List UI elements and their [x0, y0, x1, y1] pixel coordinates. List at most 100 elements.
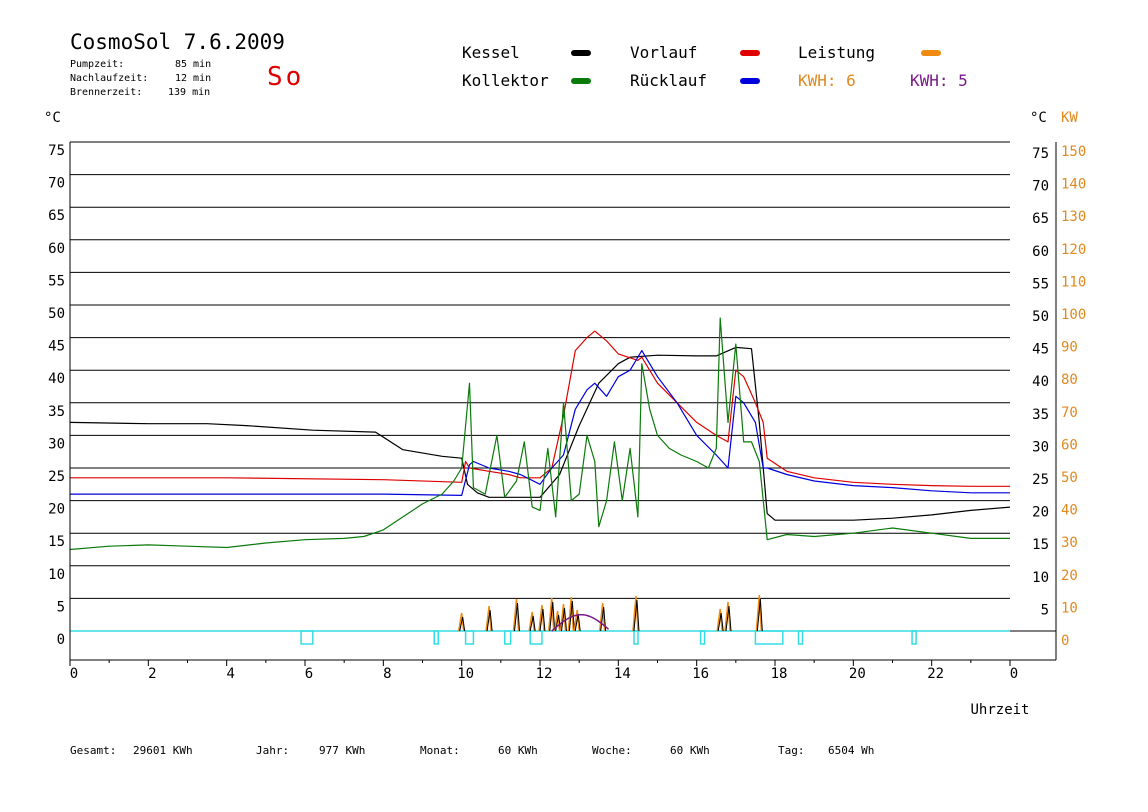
y-tick-left: 20: [48, 502, 65, 518]
footer-woche-value: 60 KWh: [670, 744, 710, 757]
footer-jahr-label: Jahr:: [256, 744, 290, 757]
x-tick-label: 0: [70, 666, 78, 682]
x-tick-label: 20: [849, 666, 866, 682]
y-tick-left: 0: [57, 632, 65, 648]
power-spike: [485, 605, 492, 632]
pump-interval: [300, 630, 314, 645]
power-spike-black: [568, 600, 575, 632]
power-spike-black: [486, 609, 493, 632]
y-tick-right-power: 70: [1061, 405, 1078, 421]
pump-interval: [529, 630, 543, 645]
power-spike: [567, 596, 575, 632]
legend-kwh-orange: KWH: 6: [798, 71, 856, 90]
legend-leistung-label: Leistung: [798, 43, 876, 62]
y-tick-left: 45: [48, 339, 65, 355]
power-spike: [755, 594, 763, 632]
pump-interval: [633, 630, 639, 645]
series-vorlauf: [70, 330, 1010, 487]
x-tick-label: 8: [383, 666, 391, 682]
series-kollektor: [69, 317, 1010, 551]
y-tick-left: 10: [48, 567, 65, 583]
y-tick-left: 50: [48, 306, 65, 322]
y-tick-right-temp: 65: [1032, 211, 1049, 227]
y-tick-right-power: 140: [1061, 177, 1086, 193]
legend-kwh-purple: KWH: 5: [910, 71, 968, 90]
pump-interval: [433, 630, 439, 645]
y-tick-right-temp: 15: [1032, 537, 1049, 553]
pump-interval: [754, 630, 784, 645]
y-tick-right-temp: 30: [1032, 439, 1049, 455]
power-spike: [716, 608, 723, 632]
footer-tag-value: 6504 Wh: [828, 744, 875, 757]
stat-brennerzeit-value: 139 min: [168, 87, 211, 98]
x-axis-label: Uhrzeit: [970, 702, 1029, 718]
power-series: [457, 594, 763, 632]
footer-monat-value: 60 KWh: [498, 744, 538, 757]
power-spike-black: [514, 602, 520, 632]
x-tick-label: 6: [305, 666, 313, 682]
power-spike-black: [549, 601, 556, 632]
footer-gesamt-label: Gesamt:: [70, 744, 117, 757]
y-tick-right-power: 40: [1061, 503, 1078, 519]
y-tick-right-temp: 20: [1032, 505, 1049, 521]
pump-interval: [911, 630, 917, 645]
footer-tag-label: Tag:: [778, 744, 805, 757]
power-spike-black: [459, 616, 466, 632]
y-axis-right-unit: °C: [1030, 110, 1047, 126]
power-spike: [528, 611, 535, 632]
legend-ruecklauf-label: Rücklauf: [630, 71, 708, 90]
y-tick-right-power: 20: [1061, 568, 1078, 584]
stat-nachlaufzeit-label: Nachlaufzeit:: [70, 73, 149, 84]
y-tick-right-power: 90: [1061, 340, 1078, 356]
stat-nachlaufzeit-value: 12 min: [175, 73, 212, 84]
y-tick-right-temp: 60: [1032, 244, 1049, 260]
pump-interval: [699, 630, 706, 645]
power-spike: [548, 597, 555, 632]
y-axis-power-unit: KW: [1061, 110, 1078, 126]
power-spike: [573, 609, 580, 632]
y-tick-right-temp: 25: [1032, 472, 1049, 488]
legend-vorlauf-swatch: [740, 50, 760, 56]
y-tick-right-temp: 55: [1032, 276, 1049, 292]
x-tick-label: 4: [226, 666, 234, 682]
x-tick-label: 18: [771, 666, 788, 682]
footer-jahr-value: 977 KWh: [319, 744, 366, 757]
y-tick-right-power: 130: [1061, 209, 1086, 225]
x-tick-label: 2: [148, 666, 156, 682]
y-tick-right-temp: 5: [1041, 602, 1049, 618]
legend-kessel-swatch: [571, 50, 591, 56]
y-tick-left: 65: [48, 208, 65, 224]
stat-brennerzeit-label: Brennerzeit:: [70, 87, 143, 98]
y-tick-left: 55: [48, 273, 65, 289]
power-spike: [538, 604, 545, 632]
weekday-label: So: [267, 62, 305, 92]
y-tick-left: 40: [48, 371, 65, 387]
y-axis-left-unit: °C: [44, 110, 61, 126]
footer-woche-label: Woche:: [592, 744, 632, 757]
power-spike-black: [574, 613, 581, 632]
y-tick-left: 15: [48, 534, 65, 550]
power-spike-black: [529, 615, 536, 632]
power-spike-black: [539, 608, 546, 632]
power-spike-black: [561, 607, 567, 632]
x-tick-label: 12: [536, 666, 553, 682]
x-tick-label: 0: [1010, 666, 1018, 682]
y-tick-right-power: 50: [1061, 470, 1078, 486]
temperature-series: [69, 317, 1011, 551]
y-tick-right-temp: 50: [1032, 309, 1049, 325]
series-kessel: [69, 346, 1011, 521]
y-tick-right-temp: 35: [1032, 407, 1049, 423]
power-spike-black: [717, 612, 724, 632]
pump-series: [70, 630, 1010, 645]
x-tick-label: 22: [927, 666, 944, 682]
y-tick-left: 70: [48, 176, 65, 192]
y-tick-right-power: 100: [1061, 307, 1086, 323]
pump-interval: [797, 630, 804, 645]
y-tick-left: 30: [48, 436, 65, 452]
y-tick-right-power: 10: [1061, 600, 1078, 616]
legend-vorlauf-label: Vorlauf: [630, 43, 698, 62]
y-tick-left: 25: [48, 469, 65, 485]
axes: [69, 142, 1057, 666]
series-ruecklauf: [70, 350, 1010, 496]
